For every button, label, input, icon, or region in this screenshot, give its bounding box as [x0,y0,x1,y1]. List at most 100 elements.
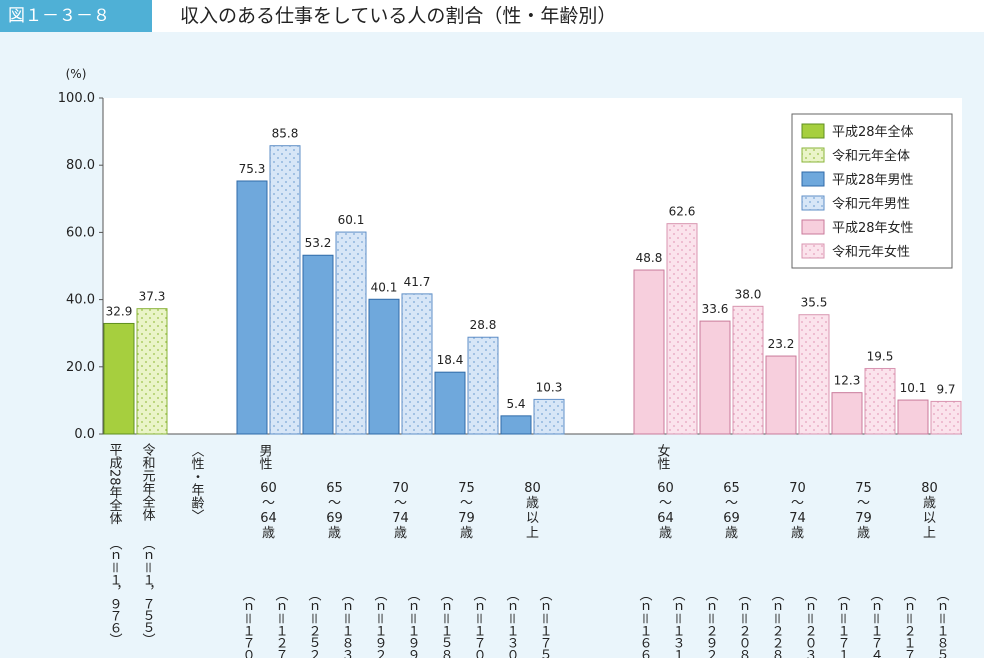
legend-box [791,113,953,269]
legend-label: 令和元年全体 [832,148,910,164]
bar-m80-male_r1 [533,398,565,435]
n-label: （ｎ＝１，７５５） [140,537,156,645]
n-label: （ｎ＝１７５） [537,588,553,658]
bar-f60-female_h28 [633,269,665,435]
age-label: 75 〜 79 歳 [855,481,872,541]
bar-f70-female_r1 [798,314,830,435]
data-label: 10.1 [900,381,927,395]
data-label: 41.7 [404,275,431,289]
legend-swatch-all_h28 [801,123,825,139]
bar-f80-female_r1 [930,400,962,435]
n-label: （ｎ＝２５２） [306,588,322,658]
legend-swatch-female_r1 [801,243,825,259]
n-label: （ｎ＝１７１） [835,588,851,658]
y-unit-label: (%) [66,67,87,81]
data-label: 35.5 [801,296,828,310]
bar-f80-female_h28 [897,399,929,435]
age-label: 70 〜 74 歳 [392,481,409,541]
age-label: 65 〜 69 歳 [723,481,740,541]
age-label: 70 〜 74 歳 [789,481,806,541]
total-category-label: 平成28年全体 [107,443,123,525]
age-label: 65 〜 69 歳 [326,481,343,541]
n-label: （ｎ＝１３１） [670,588,686,658]
bar-m75-male_r1 [467,336,499,435]
data-label: 23.2 [768,337,795,351]
data-label: 62.6 [669,205,696,219]
y-tick-label: 20.0 [66,360,95,375]
figure-number: 図１－３－８ [0,0,152,32]
bar-f65-female_r1 [732,305,764,435]
n-label: （ｎ＝１９９） [405,588,421,658]
header-bar: 図１－３－８ 収入のある仕事をしている人の割合（性・年齢別） [0,0,984,32]
data-label: 60.1 [338,213,365,227]
data-label: 32.9 [106,304,133,318]
data-label: 9.7 [936,382,955,396]
bar-chart: 0.0 20.0 40.0 60.0 80.0 100.0 (%) 32.9 （ｎ＝１，９７６）… [58,67,962,658]
y-tick-label: 0.0 [74,427,95,442]
y-tick-label: 100.0 [58,91,95,106]
legend-label: 令和元年女性 [832,244,910,260]
data-label: 5.4 [506,397,525,411]
legend-label: 平成28年男性 [832,173,914,188]
bar-m60-male_r1 [269,145,301,435]
bar-m65-male_r1 [335,231,367,435]
n-label: （ｎ＝１９２） [372,588,388,658]
age-label: 60 〜 64 歳 [260,481,277,541]
age-label: 60 〜 64 歳 [657,481,674,541]
data-label: 38.0 [735,287,762,301]
y-tick-label: 40.0 [66,293,95,308]
data-label: 33.6 [702,302,729,316]
n-label: （ｎ＝１８３） [339,588,355,658]
data-label: 75.3 [239,162,266,176]
n-label: （ｎ＝２２８） [769,588,785,658]
figure-title: 収入のある仕事をしている人の割合（性・年齢別） [180,5,617,27]
bar-f75-female_h28 [831,392,863,435]
n-label: （ｎ＝２０３） [802,588,818,658]
legend-label: 平成28年女性 [832,220,914,236]
n-label: （ｎ＝１７４） [868,588,884,658]
n-label: （ｎ＝１５８） [438,588,454,658]
age-label: 80 歳以上 [921,481,938,541]
data-label: 10.3 [536,380,563,394]
bar-f60-female_r1 [666,223,698,435]
data-label: 12.3 [834,374,861,388]
bar-f70-female_h28 [765,355,797,435]
bar-f75-female_r1 [864,367,896,435]
chart-panel: 0.0 20.0 40.0 60.0 80.0 100.0 (%) 32.9 （ｎ＝１，９７６）… [0,32,984,658]
legend-swatch-male_r1 [801,195,825,211]
bar-m60-male_h28 [236,180,268,435]
y-tick-label: 60.0 [66,225,95,240]
data-label: 85.8 [272,127,299,141]
y-tick-label: 80.0 [66,158,95,173]
n-label: （ｎ＝１７０） [240,588,256,658]
data-label: 28.8 [470,318,497,332]
age-label: 75 〜 79 歳 [458,481,475,541]
legend-swatch-male_h28 [801,171,825,187]
n-label: （ｎ＝２９２） [703,588,719,658]
data-label: 40.1 [371,280,398,294]
age-label: 80 歳以上 [524,481,541,541]
bar-total-all_r1 [136,308,168,435]
legend-label: 令和元年男性 [832,197,910,212]
bar-f65-female_h28 [699,320,731,435]
total-category-label: 令和元年全体 [140,443,156,521]
n-label: （ｎ＝１８５） [934,588,950,658]
n-label: （ｎ＝２０８） [736,588,752,658]
bar-m65-male_h28 [302,254,334,435]
data-label: 48.8 [636,251,663,265]
n-label: （ｎ＝１７０） [471,588,487,658]
bar-m75-male_h28 [434,371,466,435]
n-label: （ｎ＝１２７） [273,588,289,658]
bar-m70-male_r1 [401,293,433,435]
female-label: 女性 [655,443,671,470]
axis-caption: 〈性・年齢〉 [189,444,205,522]
data-label: 37.3 [139,290,166,304]
data-label: 53.2 [305,236,332,250]
n-label: （ｎ＝１，９７６） [107,537,123,645]
bar-m70-male_h28 [368,298,400,435]
data-label: 18.4 [437,353,464,367]
bar-m80-male_h28 [500,415,532,435]
data-label: 19.5 [867,349,894,363]
legend-swatch-all_r1 [801,147,825,163]
bar-total-all_h28 [103,322,135,435]
